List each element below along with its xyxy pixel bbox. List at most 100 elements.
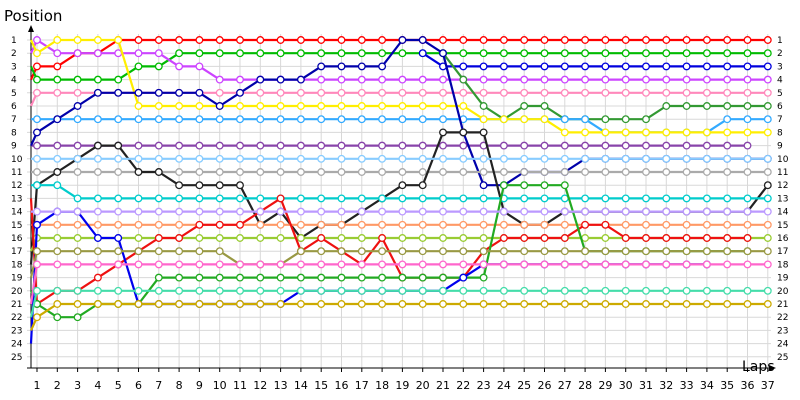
series-point xyxy=(256,154,265,163)
series-point xyxy=(337,234,346,242)
series-point xyxy=(378,194,387,203)
series-point xyxy=(296,207,305,216)
series-point xyxy=(357,88,366,97)
series-point xyxy=(743,49,752,58)
series-point xyxy=(398,141,407,150)
series-point xyxy=(378,234,387,242)
series-point xyxy=(743,300,752,308)
x-tick-label: 10 xyxy=(213,379,227,392)
series-point xyxy=(154,260,163,269)
series-point xyxy=(296,220,305,229)
series-point xyxy=(296,273,305,282)
series-point xyxy=(398,181,407,190)
series-point xyxy=(276,273,285,282)
series-point xyxy=(601,234,610,242)
series-point xyxy=(337,286,346,295)
y-tick-label: 9 xyxy=(11,142,17,152)
y-axis-title: Position xyxy=(4,7,62,25)
series-point xyxy=(540,88,549,97)
y-tick-label: 4 xyxy=(11,76,17,86)
series-point xyxy=(560,168,569,176)
x-tick-label: 30 xyxy=(619,379,633,392)
series-point xyxy=(93,220,102,229)
series-point xyxy=(73,194,82,203)
series-point xyxy=(175,194,184,203)
series-point xyxy=(73,260,82,269)
series-point xyxy=(499,49,508,58)
x-tick-label: 19 xyxy=(395,379,409,392)
series-point xyxy=(256,141,265,150)
series-point xyxy=(93,49,102,58)
series-point xyxy=(276,300,285,308)
series-point xyxy=(499,234,508,242)
y-tick-label: 8 xyxy=(11,128,17,138)
y-tick-label: 17 xyxy=(777,247,788,257)
series-point xyxy=(621,300,630,308)
series-point xyxy=(459,102,468,110)
x-tick-label: 1 xyxy=(34,379,41,392)
series-point xyxy=(276,75,285,84)
series-point xyxy=(439,141,447,150)
series-point xyxy=(520,247,529,256)
y-tick-labels-right: 1234567891011121314151617181920212223242… xyxy=(777,36,789,363)
series-point xyxy=(276,260,285,269)
series-point xyxy=(621,247,630,256)
series-point xyxy=(154,115,163,124)
series-point xyxy=(439,75,447,84)
series-point xyxy=(378,36,387,44)
series-point xyxy=(439,234,447,242)
series-point xyxy=(418,234,427,242)
series-point xyxy=(398,260,407,269)
series-point xyxy=(236,75,244,84)
series-point xyxy=(276,207,285,216)
series-point xyxy=(439,300,447,308)
series-point xyxy=(134,207,143,216)
y-tick-label: 21 xyxy=(777,300,788,310)
series-point xyxy=(195,234,204,242)
series-point xyxy=(702,234,711,242)
series-point xyxy=(175,62,184,71)
series-point xyxy=(317,286,326,295)
series-point xyxy=(175,141,184,150)
x-tick-label: 22 xyxy=(456,379,470,392)
x-tick-label: 4 xyxy=(94,379,101,392)
y-tick-label: 23 xyxy=(11,326,22,336)
series-point xyxy=(398,168,407,176)
series-point xyxy=(662,286,671,295)
series-point xyxy=(560,286,569,295)
series-point xyxy=(763,102,772,110)
series-9 xyxy=(31,141,752,150)
x-tick-labels: 1 2 3 4 5 6 7 8 9 10 11 12 13 14 15 16 17 18 19 20 21 22 23 24 2… xyxy=(34,368,775,392)
series-point xyxy=(459,49,468,58)
series-point xyxy=(175,260,184,269)
series-3 xyxy=(418,49,772,71)
series-point xyxy=(439,115,447,124)
series-point xyxy=(378,154,387,163)
y-tick-label: 6 xyxy=(11,102,17,112)
series-point xyxy=(114,220,123,229)
series-point xyxy=(459,168,468,176)
series-point xyxy=(33,207,41,216)
series-point xyxy=(418,194,427,203)
series-point xyxy=(53,36,62,44)
series-point xyxy=(621,75,630,84)
series-point xyxy=(540,194,549,203)
series-point xyxy=(723,128,732,137)
series-point xyxy=(296,141,305,150)
series-point xyxy=(743,102,752,110)
y-tick-label: 24 xyxy=(11,340,23,350)
series-point xyxy=(398,194,407,203)
series-point xyxy=(53,75,62,84)
series-point xyxy=(215,273,224,282)
series-point xyxy=(256,300,265,308)
series-point xyxy=(134,234,143,242)
series-point xyxy=(479,102,488,110)
series-point xyxy=(601,88,610,97)
series-point xyxy=(357,273,366,282)
series-point xyxy=(195,220,204,229)
series-point xyxy=(520,168,529,176)
x-tick-label: 17 xyxy=(355,379,369,392)
series-point xyxy=(479,260,488,269)
series-point xyxy=(662,234,671,242)
